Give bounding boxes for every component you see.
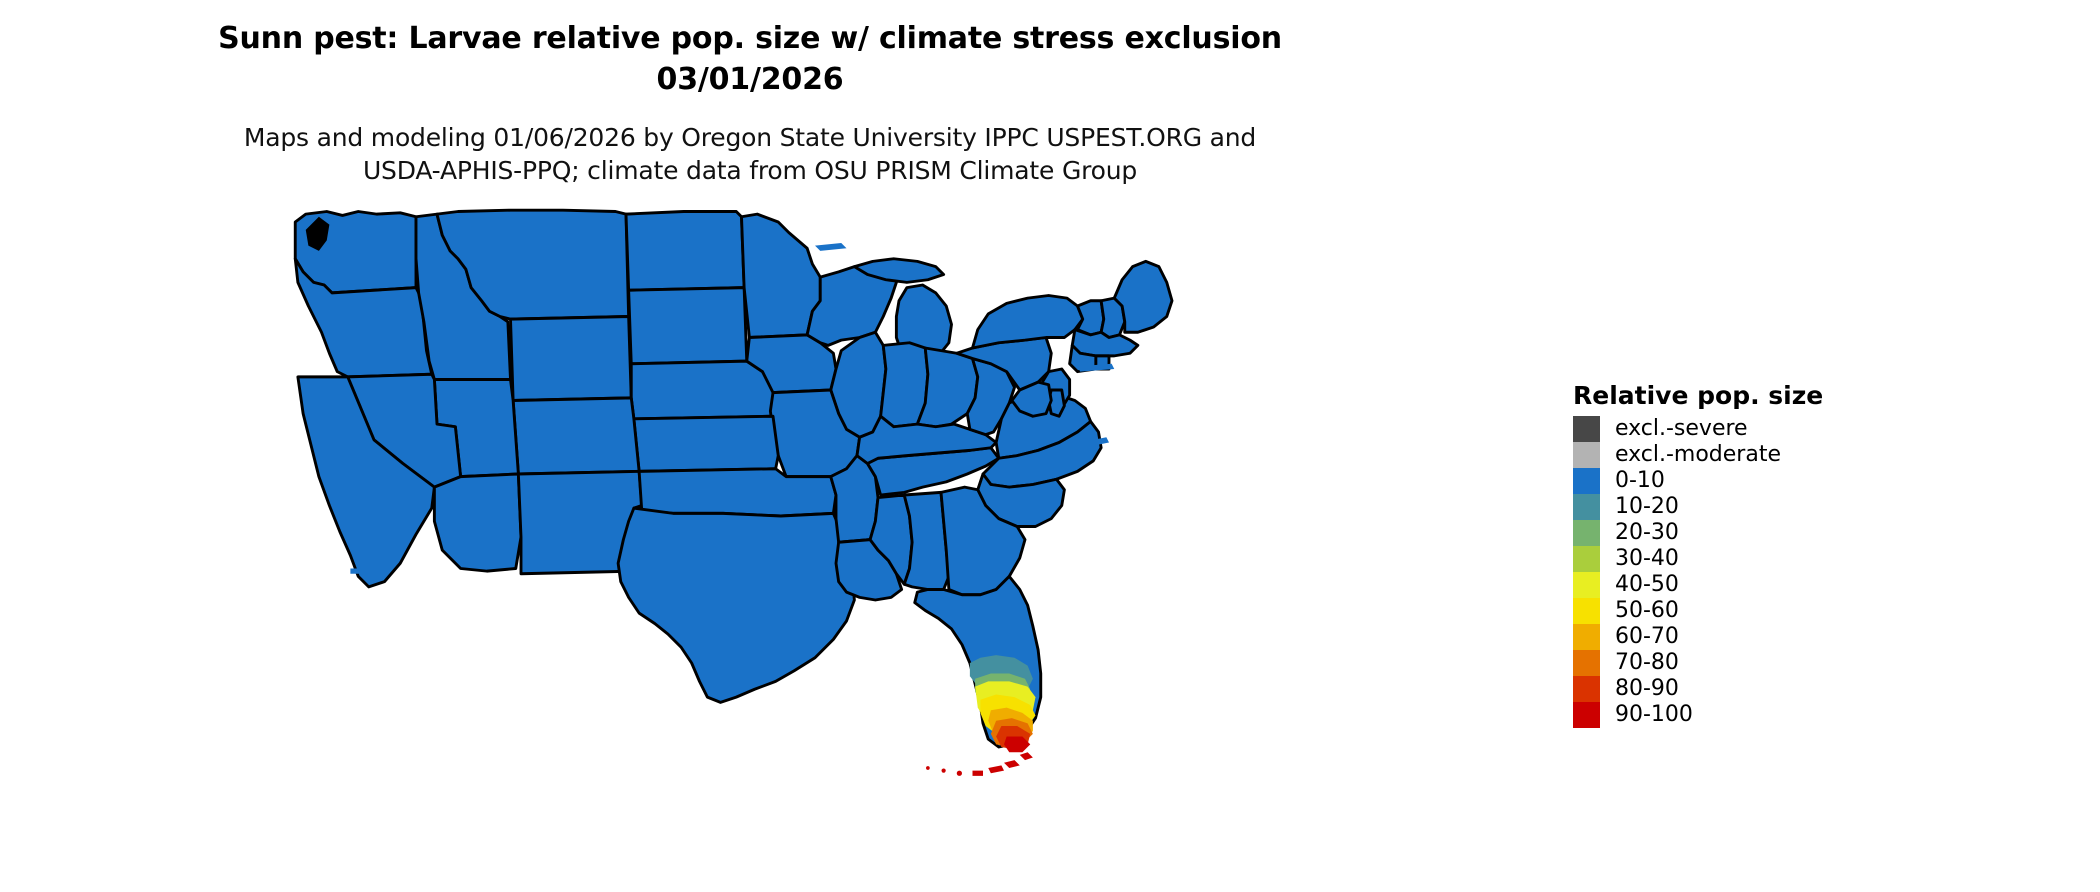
legend-item-label: 80-90: [1615, 676, 1679, 701]
state-co: [511, 396, 641, 476]
state-wy: [509, 315, 633, 402]
key-7: [926, 766, 930, 770]
legend-swatch-icon: [1573, 546, 1600, 572]
page-title-line1: Sunn pest: Larvae relative pop. size w/ …: [218, 21, 1282, 56]
legend-swatch-icon: [1573, 442, 1600, 468]
us-choropleth-map: [293, 208, 1174, 776]
legend-swatch-icon: [1573, 650, 1600, 676]
legend-item-40-50[interactable]: 40-50: [1573, 572, 1953, 598]
state-me: [1112, 259, 1174, 334]
state-ks: [632, 414, 780, 473]
state-ny: [971, 294, 1085, 350]
key-5: [956, 770, 962, 776]
speck-outer-banks: [1093, 437, 1109, 446]
state-ok: [637, 467, 838, 518]
state-mn: [740, 212, 822, 339]
legend-swatch-icon: [1573, 520, 1600, 546]
state-ga: [939, 485, 1027, 597]
speck-ca-channel2: [350, 568, 361, 574]
state-mi-up: [852, 257, 946, 284]
state-wa-coast: [305, 216, 330, 251]
legend-item-label: 60-70: [1615, 624, 1679, 649]
legend: Relative pop. size excl.-severe excl.-mo…: [1573, 382, 1953, 728]
legend-swatch-icon: [1573, 416, 1600, 442]
legend-item-label: 10-20: [1615, 494, 1679, 519]
key-3: [988, 765, 1004, 774]
legend-item-label: 0-10: [1615, 468, 1665, 493]
state-az: [432, 472, 523, 573]
legend-item-label: 20-30: [1615, 520, 1679, 545]
legend-item-excl-severe[interactable]: excl.-severe: [1573, 416, 1953, 442]
state-md: [1010, 380, 1053, 418]
florida-keys: [926, 752, 1033, 776]
state-ca: [296, 375, 436, 589]
speck-ca-channel: [366, 552, 377, 558]
legend-item-70-80[interactable]: 70-80: [1573, 650, 1953, 676]
legend-swatch-icon: [1573, 676, 1600, 702]
key-2: [1004, 760, 1020, 768]
attribution-line1: Maps and modeling 01/06/2026 by Oregon S…: [243, 123, 1257, 152]
legend-item-60-70[interactable]: 60-70: [1573, 624, 1953, 650]
legend-item-50-60[interactable]: 50-60: [1573, 598, 1953, 624]
legend-item-label: 70-80: [1615, 650, 1679, 675]
state-sd: [627, 286, 749, 366]
legend-item-label: 40-50: [1615, 572, 1679, 597]
legend-item-label: excl.-moderate: [1615, 442, 1781, 467]
speck-lake-superior: [815, 243, 847, 251]
coastal-islands: [350, 243, 1115, 574]
legend-swatch-icon: [1573, 624, 1600, 650]
legend-item-label: excl.-severe: [1615, 416, 1748, 441]
state-ky: [855, 414, 998, 465]
state-tx: [616, 506, 856, 704]
fl-band-90-100: [1004, 736, 1031, 753]
legend-item-30-40[interactable]: 30-40: [1573, 546, 1953, 572]
page-title-date: 03/01/2026: [656, 62, 844, 97]
florida-gradient-overlay: [969, 655, 1036, 753]
key-4: [972, 770, 983, 776]
state-polygons: [293, 208, 1174, 749]
state-ne: [629, 359, 778, 421]
attribution-line2: USDA-APHIS-PPQ; climate data from OSU PR…: [362, 156, 1138, 185]
legend-swatch-icon: [1573, 572, 1600, 598]
legend-item-excl-moderate[interactable]: excl.-moderate: [1573, 442, 1953, 468]
legend-swatch-icon: [1573, 494, 1600, 520]
legend-item-90-100[interactable]: 90-100: [1573, 702, 1953, 728]
legend-swatch-icon: [1573, 468, 1600, 494]
legend-item-label: 90-100: [1615, 702, 1693, 727]
subtitle-block: Maps and modeling 01/06/2026 by Oregon S…: [0, 121, 1500, 187]
legend-item-label: 30-40: [1615, 546, 1679, 571]
legend-item-20-30[interactable]: 20-30: [1573, 520, 1953, 546]
key-1: [1019, 752, 1033, 761]
speck-long-island: [1077, 363, 1115, 372]
state-vt: [1076, 299, 1106, 337]
legend-item-10-20[interactable]: 10-20: [1573, 494, 1953, 520]
key-6: [941, 768, 946, 773]
legend-swatch-icon: [1573, 598, 1600, 624]
legend-swatch-icon: [1573, 702, 1600, 728]
state-nd: [624, 210, 746, 292]
legend-item-label: 50-60: [1615, 598, 1679, 623]
legend-item-0-10[interactable]: 0-10: [1573, 468, 1953, 494]
state-mt: [435, 208, 631, 321]
legend-title: Relative pop. size: [1573, 381, 1824, 410]
title-block: Sunn pest: Larvae relative pop. size w/ …: [0, 18, 1500, 100]
legend-item-80-90[interactable]: 80-90: [1573, 676, 1953, 702]
